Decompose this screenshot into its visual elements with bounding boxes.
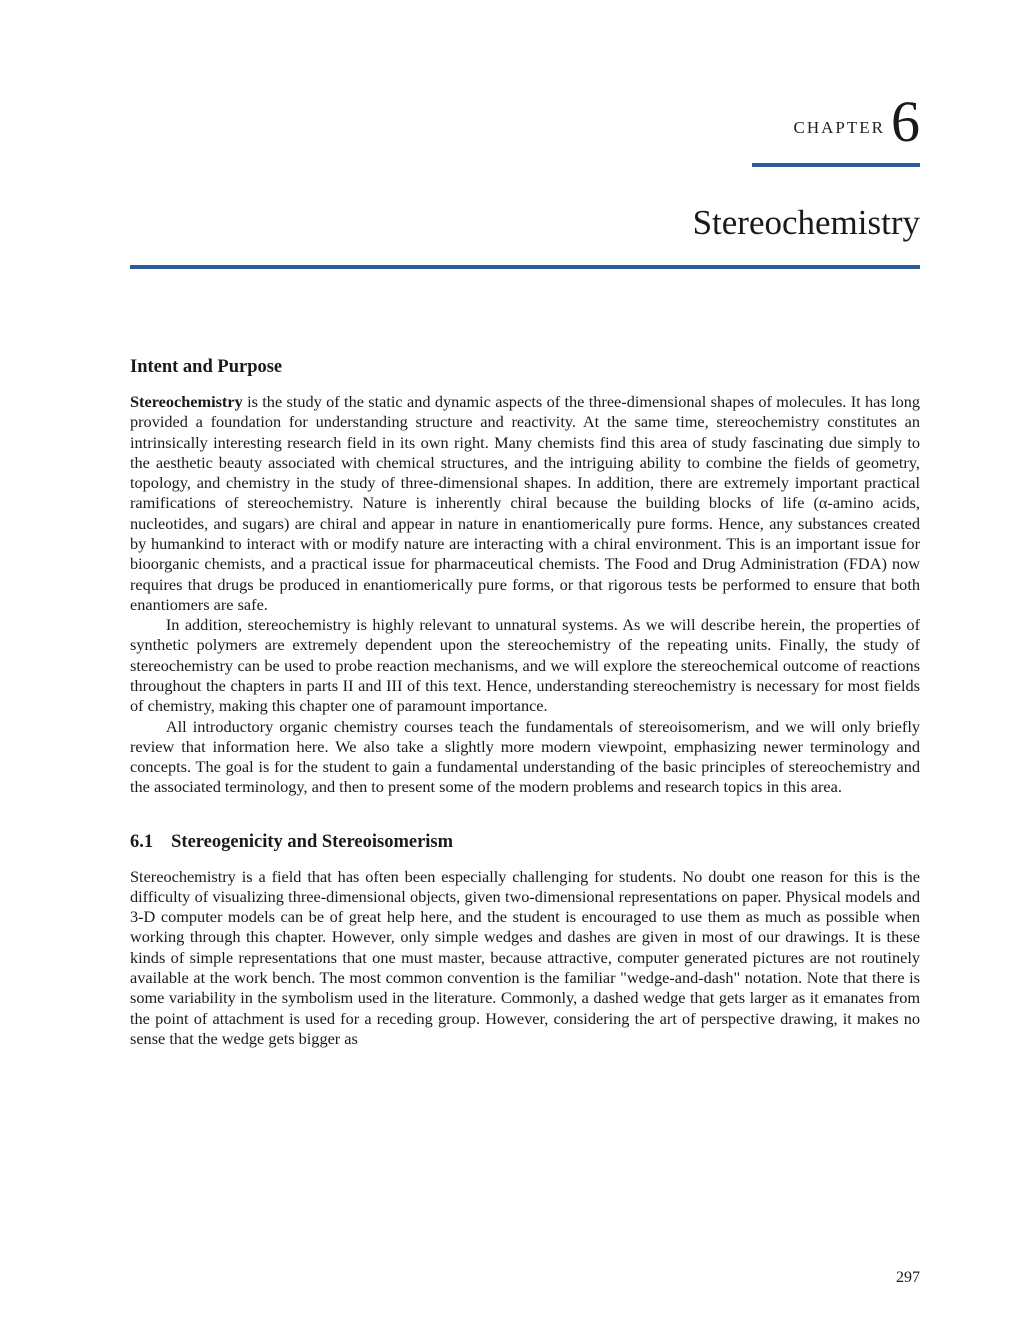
rule-full <box>130 265 920 269</box>
page-number: 297 <box>896 1269 920 1287</box>
section-title: Stereogenicity and Stereoisomerism <box>171 832 453 852</box>
section-number: 6.1 <box>130 832 153 852</box>
intent-p3: All introductory organic chemistry cours… <box>130 717 920 798</box>
intent-p1-rest: is the study of the static and dynamic a… <box>130 392 920 614</box>
intent-heading: Intent and Purpose <box>130 357 920 378</box>
chapter-label: CHAPTER <box>794 118 885 137</box>
intent-p2: In addition, stereochemistry is highly r… <box>130 615 920 716</box>
chapter-title: Stereochemistry <box>130 203 920 243</box>
chapter-number: 6 <box>891 89 920 154</box>
chapter-label-block: CHAPTER 6 <box>130 88 920 155</box>
rule-short <box>752 163 920 167</box>
section-6-1-p1: Stereochemistry is a field that has ofte… <box>130 867 920 1050</box>
intent-p1: Stereochemistry is the study of the stat… <box>130 392 920 615</box>
intent-block: Stereochemistry is the study of the stat… <box>130 392 920 798</box>
intent-bold-lead: Stereochemistry <box>130 392 243 411</box>
section-6-1-heading: 6.1 Stereogenicity and Stereoisomerism <box>130 832 920 853</box>
